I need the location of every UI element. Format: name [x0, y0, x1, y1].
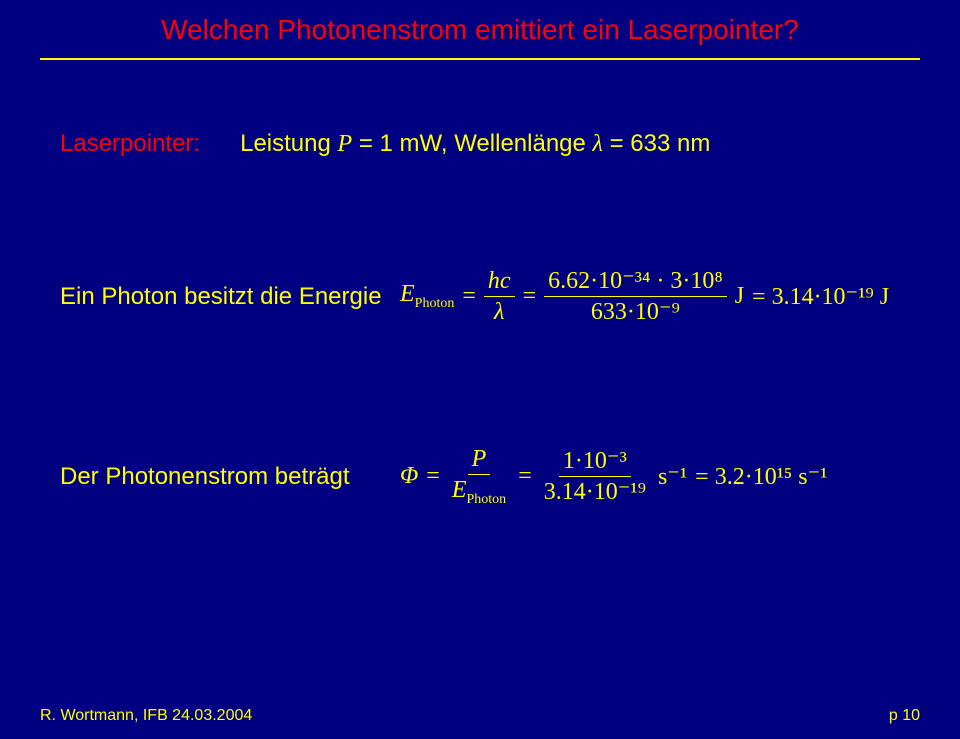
- photon-flux-line: Der Photonenstrom beträgt Φ = P EPhoton …: [60, 446, 900, 508]
- power-mid: = 1 mW, Wellenlänge: [352, 130, 592, 157]
- photon-energy-equation: EPhoton = hc λ = 6.62·10⁻³⁴ · 3·10⁸ 633·…: [400, 268, 889, 326]
- footer-left: R. Wortmann, IFB 24.03.2004: [40, 707, 252, 725]
- frac2-den: 633·10⁻⁹: [587, 297, 684, 325]
- footer-right: p 10: [889, 707, 920, 725]
- photon-flux-text: Der Photonenstrom beträgt: [60, 463, 400, 491]
- photon-flux-equation: Φ = P EPhoton = 1·10⁻³ 3.14·10⁻¹⁹ s⁻¹ = …: [400, 446, 827, 508]
- photon-energy-line: Ein Photon besitzt die Energie EPhoton =…: [60, 268, 900, 326]
- lambda-var: λ: [593, 131, 603, 157]
- result-1: = 3.14·10⁻¹⁹ J: [752, 282, 889, 311]
- frac1-den: λ: [490, 297, 508, 325]
- slide-title: Welchen Photonenstrom emittiert ein Lase…: [0, 0, 960, 46]
- slide-content: Laserpointer: Leistung P = 1 mW, Wellenl…: [0, 130, 960, 507]
- frac-p-e: P EPhoton: [448, 446, 510, 508]
- frac3-den-var: E: [452, 477, 467, 503]
- result-2: = 3.2·10¹⁵ s⁻¹: [695, 462, 827, 491]
- lambda-text: = 633 nm: [603, 130, 710, 157]
- frac3-den: EPhoton: [448, 475, 510, 507]
- photon-energy-text: Ein Photon besitzt die Energie: [60, 283, 400, 311]
- eq-sign-4: =: [518, 463, 532, 490]
- unit-s-1: s⁻¹: [658, 462, 687, 491]
- e-var: E: [400, 281, 415, 307]
- e-sub: Photon: [415, 296, 455, 311]
- power-prefix: Leistung: [240, 130, 337, 157]
- title-rule: [40, 58, 920, 60]
- frac4-den: 3.14·10⁻¹⁹: [540, 477, 650, 505]
- power-var: P: [338, 131, 353, 157]
- unit-j-1: J: [735, 283, 744, 310]
- eq-sign-1: =: [462, 283, 476, 310]
- laserpointer-label: Laserpointer:: [60, 130, 200, 157]
- frac-numeric-2: 1·10⁻³ 3.14·10⁻¹⁹: [540, 448, 650, 506]
- phi-var: Φ: [400, 463, 418, 490]
- eq-sign-2: =: [523, 283, 537, 310]
- frac2-num: 6.62·10⁻³⁴ · 3·10⁸: [544, 268, 727, 297]
- frac3-den-sub: Photon: [467, 492, 507, 507]
- frac-hc-lambda: hc λ: [484, 268, 515, 326]
- frac1-num: hc: [484, 268, 515, 297]
- eq-sign-3: =: [426, 463, 440, 490]
- frac4-num: 1·10⁻³: [559, 448, 631, 477]
- frac-numeric-1: 6.62·10⁻³⁴ · 3·10⁸ 633·10⁻⁹: [544, 268, 727, 326]
- given-line: Laserpointer: Leistung P = 1 mW, Wellenl…: [60, 130, 900, 158]
- frac3-num: P: [468, 446, 491, 475]
